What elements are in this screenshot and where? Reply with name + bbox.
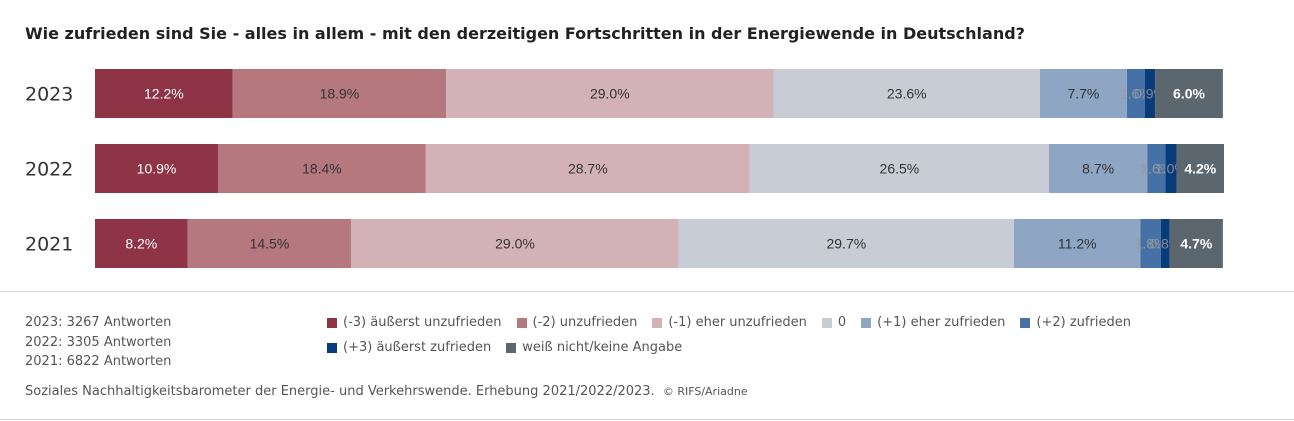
legend-item-7: weiß nicht/keine Angabe bbox=[506, 338, 682, 357]
data-label-2022-s2: 28.7% bbox=[568, 161, 608, 177]
legend-label: (-3) äußerst unzufrieden bbox=[343, 315, 502, 330]
bar-segment-2022-s1 bbox=[218, 144, 426, 193]
data-label-2021-s5: 1.8% bbox=[1135, 236, 1167, 252]
legend-item-5: (+2) zufrieden bbox=[1020, 313, 1131, 332]
data-label-2022-s0: 10.9% bbox=[137, 161, 177, 177]
bar-segment-2023-s1 bbox=[232, 69, 447, 118]
response-count-2021: 2021: 6822 Antworten bbox=[25, 354, 172, 369]
data-label-2021-s7: 4.7% bbox=[1180, 236, 1212, 252]
bar-segment-2021-s6 bbox=[1160, 219, 1170, 268]
source-note: Soziales Nachhaltigkeitsbarometer der En… bbox=[25, 384, 748, 399]
chart-legend: (-3) äußerst unzufrieden (-2) unzufrieden… bbox=[327, 313, 1287, 363]
data-label-2023-s3: 23.6% bbox=[887, 86, 927, 102]
bar-segment-2022-s5 bbox=[1147, 144, 1166, 193]
data-label-2021-s0: 8.2% bbox=[125, 236, 157, 252]
legend-swatch bbox=[1020, 317, 1031, 328]
bar-segment-2023-s3 bbox=[773, 69, 1040, 118]
legend-item-4: (+1) eher zufrieden bbox=[861, 313, 1005, 332]
source-text: Soziales Nachhaltigkeitsbarometer der En… bbox=[25, 384, 655, 399]
bar-segment-2023-s4 bbox=[1039, 69, 1127, 118]
legend-label: 0 bbox=[837, 315, 847, 330]
bar-segment-2021-s7 bbox=[1169, 219, 1223, 268]
data-label-2023-s5: 1.6% bbox=[1120, 86, 1152, 102]
legend-label: (+1) eher zufrieden bbox=[877, 315, 1006, 330]
bar-segment-2022-s4 bbox=[1049, 144, 1148, 193]
data-label-2021-s1: 14.5% bbox=[250, 236, 290, 252]
legend-swatch bbox=[327, 317, 337, 328]
data-label-2021-s4: 11.2% bbox=[1058, 236, 1097, 252]
chart-title: Wie zufrieden sind Sie - alles in allem … bbox=[25, 24, 1025, 43]
bar-segment-2021-s2 bbox=[351, 219, 679, 268]
bar-segment-2023-s5 bbox=[1126, 69, 1145, 118]
legend-swatch bbox=[861, 317, 872, 328]
data-label-2021-s3: 29.7% bbox=[826, 236, 866, 252]
legend-swatch bbox=[516, 317, 527, 328]
legend-swatch bbox=[821, 317, 832, 328]
bar-segment-2023-s6 bbox=[1144, 69, 1156, 118]
data-label-2021-s2: 29.0% bbox=[495, 236, 535, 252]
legend-item-1: (-2) unzufrieden bbox=[516, 313, 638, 332]
bar-segment-2022-s7 bbox=[1176, 144, 1224, 193]
bar-segment-2022-s2 bbox=[425, 144, 750, 193]
data-label-2023-s2: 29.0% bbox=[590, 86, 630, 102]
legend-item-3: 0 bbox=[821, 313, 847, 332]
data-label-2023-s0: 12.2% bbox=[144, 86, 184, 102]
legend-swatch bbox=[506, 342, 517, 353]
bar-segment-2022-s3 bbox=[749, 144, 1050, 193]
data-label-2022-s4: 8.7% bbox=[1082, 161, 1114, 177]
year-label-2021: 2021 bbox=[25, 234, 73, 256]
bar-segment-2021-s4 bbox=[1014, 219, 1141, 268]
bar-segment-2021-s5 bbox=[1140, 219, 1161, 268]
stacked-bar-chart: 2023 12.2% 18.9% 29.0% 23.6% 7.7% 1.6%0.9% 6.0%… bbox=[25, 69, 1224, 268]
response-count-2023: 2023: 3267 Antworten bbox=[25, 315, 172, 330]
legend-swatch bbox=[327, 342, 337, 353]
bar-segment-2021-s0 bbox=[95, 219, 188, 268]
legend-item-0: (-3) äußerst unzufrieden bbox=[327, 313, 502, 332]
data-label-2022-s3: 26.5% bbox=[880, 161, 920, 177]
data-label-2023-s4: 7.7% bbox=[1067, 86, 1099, 102]
bar-segment-2023-s7 bbox=[1155, 69, 1223, 118]
legend-label: weiß nicht/keine Angabe bbox=[522, 340, 683, 355]
legend-label: (+2) zufrieden bbox=[1036, 315, 1131, 330]
divider-bottom bbox=[0, 419, 1294, 420]
bar-segment-2022-s6 bbox=[1165, 144, 1177, 193]
data-label-2022-s1: 18.4% bbox=[302, 161, 342, 177]
data-label-2022-s5: 1.6% bbox=[1140, 161, 1172, 177]
data-label-2023-s7: 6.0% bbox=[1173, 86, 1205, 102]
response-counts: 2023: 3267 Antworten 2022: 3305 Antworte… bbox=[25, 313, 171, 372]
data-label-2023-s1: 18.9% bbox=[320, 86, 360, 102]
bar-segment-2021-s3 bbox=[678, 219, 1015, 268]
divider-top bbox=[0, 291, 1294, 292]
bar-segment-2022-s0 bbox=[95, 144, 219, 193]
legend-item-2: (-1) eher unzufrieden bbox=[652, 313, 807, 332]
data-label-2022-s7: 4.2% bbox=[1184, 161, 1216, 177]
copyright-text: © RIFS/Ariadne bbox=[662, 385, 748, 398]
bar-segment-2023-s2 bbox=[446, 69, 774, 118]
bar-segment-2021-s1 bbox=[187, 219, 352, 268]
legend-label: (-2) unzufrieden bbox=[532, 315, 638, 330]
legend-label: (-1) eher unzufrieden bbox=[668, 315, 807, 330]
legend-swatch bbox=[652, 317, 663, 328]
legend-item-6: (+3) äußerst zufrieden bbox=[327, 338, 491, 357]
response-count-2022: 2022: 3305 Antworten bbox=[25, 334, 172, 350]
legend-label: (+3) äußerst zufrieden bbox=[343, 340, 492, 355]
bar-segment-2023-s0 bbox=[95, 69, 233, 118]
year-label-2023: 2023 bbox=[25, 84, 73, 106]
year-label-2022: 2022 bbox=[25, 159, 73, 181]
